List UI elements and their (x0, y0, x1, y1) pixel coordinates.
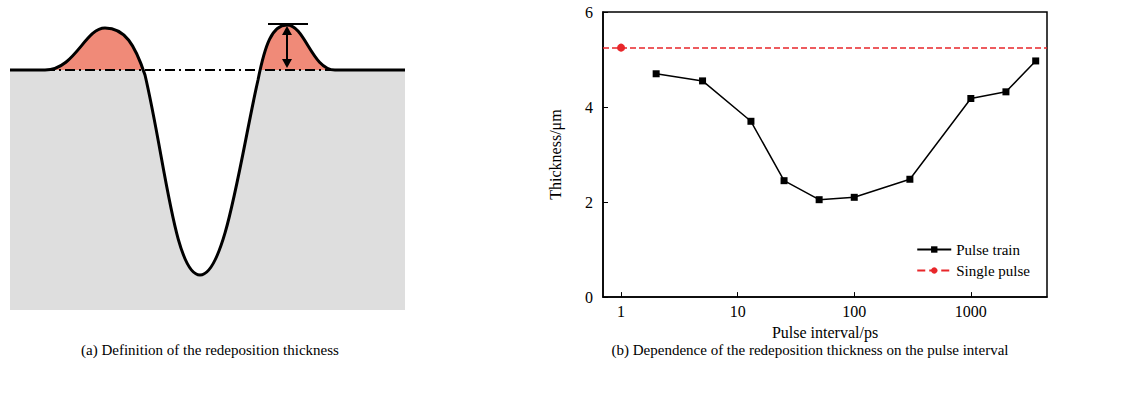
svg-text:Pulse train: Pulse train (956, 242, 1020, 258)
svg-text:2: 2 (585, 194, 593, 211)
html-text:(b) Dependence of the redeposi: (b) Dependence of the redeposition thick… (611, 342, 1009, 358)
svg-text:Thickness/μm: Thickness/μm (547, 109, 565, 200)
svg-text:6: 6 (585, 4, 593, 21)
svg-text:4: 4 (585, 99, 593, 116)
svg-text:1: 1 (617, 303, 625, 320)
svg-text:Single pulse: Single pulse (956, 263, 1030, 279)
svg-text:0: 0 (585, 289, 593, 306)
svg-text:Pulse interval/ps: Pulse interval/ps (772, 324, 878, 342)
svg-text:1000: 1000 (955, 303, 987, 320)
html-text:(a) Definition of the redeposi: (a) Definition of the redeposition thick… (81, 342, 339, 358)
svg-text:100: 100 (842, 303, 866, 320)
svg-text:10: 10 (730, 303, 746, 320)
